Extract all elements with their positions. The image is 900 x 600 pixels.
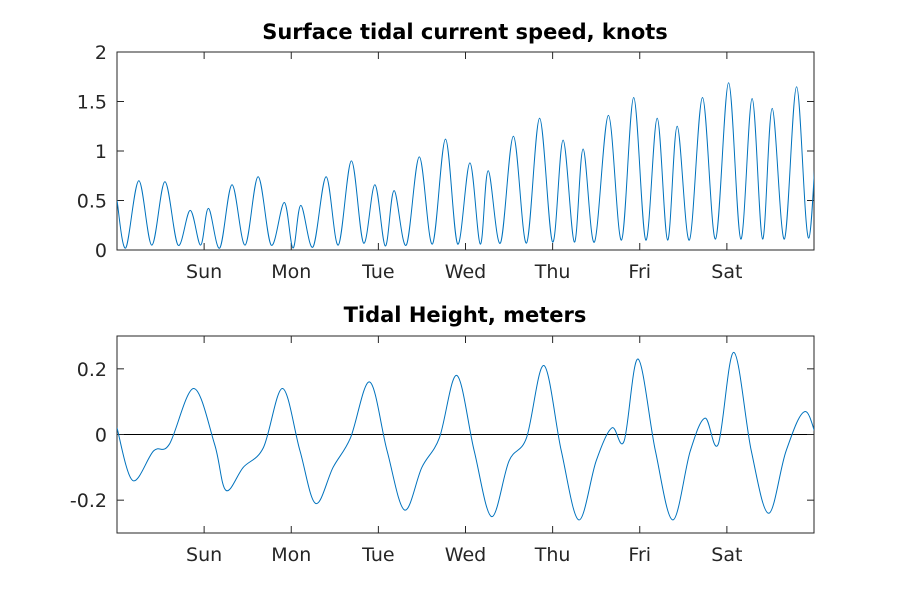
x-tick-label: Mon bbox=[271, 261, 311, 283]
x-tick-label: Fri bbox=[628, 261, 651, 283]
y-tick-label: 0 bbox=[95, 240, 107, 262]
x-tick-label: Mon bbox=[271, 544, 311, 566]
x-tick-label: Thu bbox=[534, 261, 571, 283]
y-tick-label: 1.5 bbox=[77, 92, 107, 114]
y-tick-label: 0.5 bbox=[77, 191, 107, 213]
tick-label-group: Sun Mon Tue Wed Thu Fri Sat -0.2 0 0.2 bbox=[70, 359, 743, 566]
y-tick-label: 1 bbox=[95, 141, 107, 163]
x-tick-label: Wed bbox=[445, 544, 486, 566]
tidal-height-chart: Tidal Height, meters Sun Mon Tue Wed Thu Fri S… bbox=[70, 303, 815, 566]
x-tick-label: Sun bbox=[186, 544, 222, 566]
y-tick-label: 2 bbox=[95, 42, 107, 64]
x-tick-label: Tue bbox=[361, 544, 394, 566]
chart-title: Tidal Height, meters bbox=[344, 303, 587, 327]
y-tick-label: 0 bbox=[95, 425, 107, 447]
x-tick-label: Thu bbox=[534, 544, 571, 566]
current-speed-line bbox=[117, 82, 814, 249]
x-tick-label: Sun bbox=[186, 261, 222, 283]
x-tick-label: Wed bbox=[445, 261, 486, 283]
chart-title: Surface tidal current speed, knots bbox=[262, 20, 668, 44]
x-tick-label: Sat bbox=[711, 544, 742, 566]
tick-label-group: Sun Mon Tue Wed Thu Fri Sat 0 0.5 1 1.5 2 bbox=[77, 42, 743, 283]
tick-group bbox=[117, 51, 814, 251]
x-tick-label: Sat bbox=[711, 261, 742, 283]
tidal-height-line bbox=[117, 351, 814, 521]
current-speed-chart: Surface tidal current speed, knots Sun Mo… bbox=[77, 20, 815, 283]
y-tick-label: 0.2 bbox=[77, 359, 107, 381]
x-tick-label: Tue bbox=[361, 261, 394, 283]
y-tick-label: -0.2 bbox=[70, 490, 107, 512]
x-tick-label: Fri bbox=[628, 544, 651, 566]
tick-group bbox=[117, 336, 814, 533]
plot-area bbox=[116, 51, 815, 251]
